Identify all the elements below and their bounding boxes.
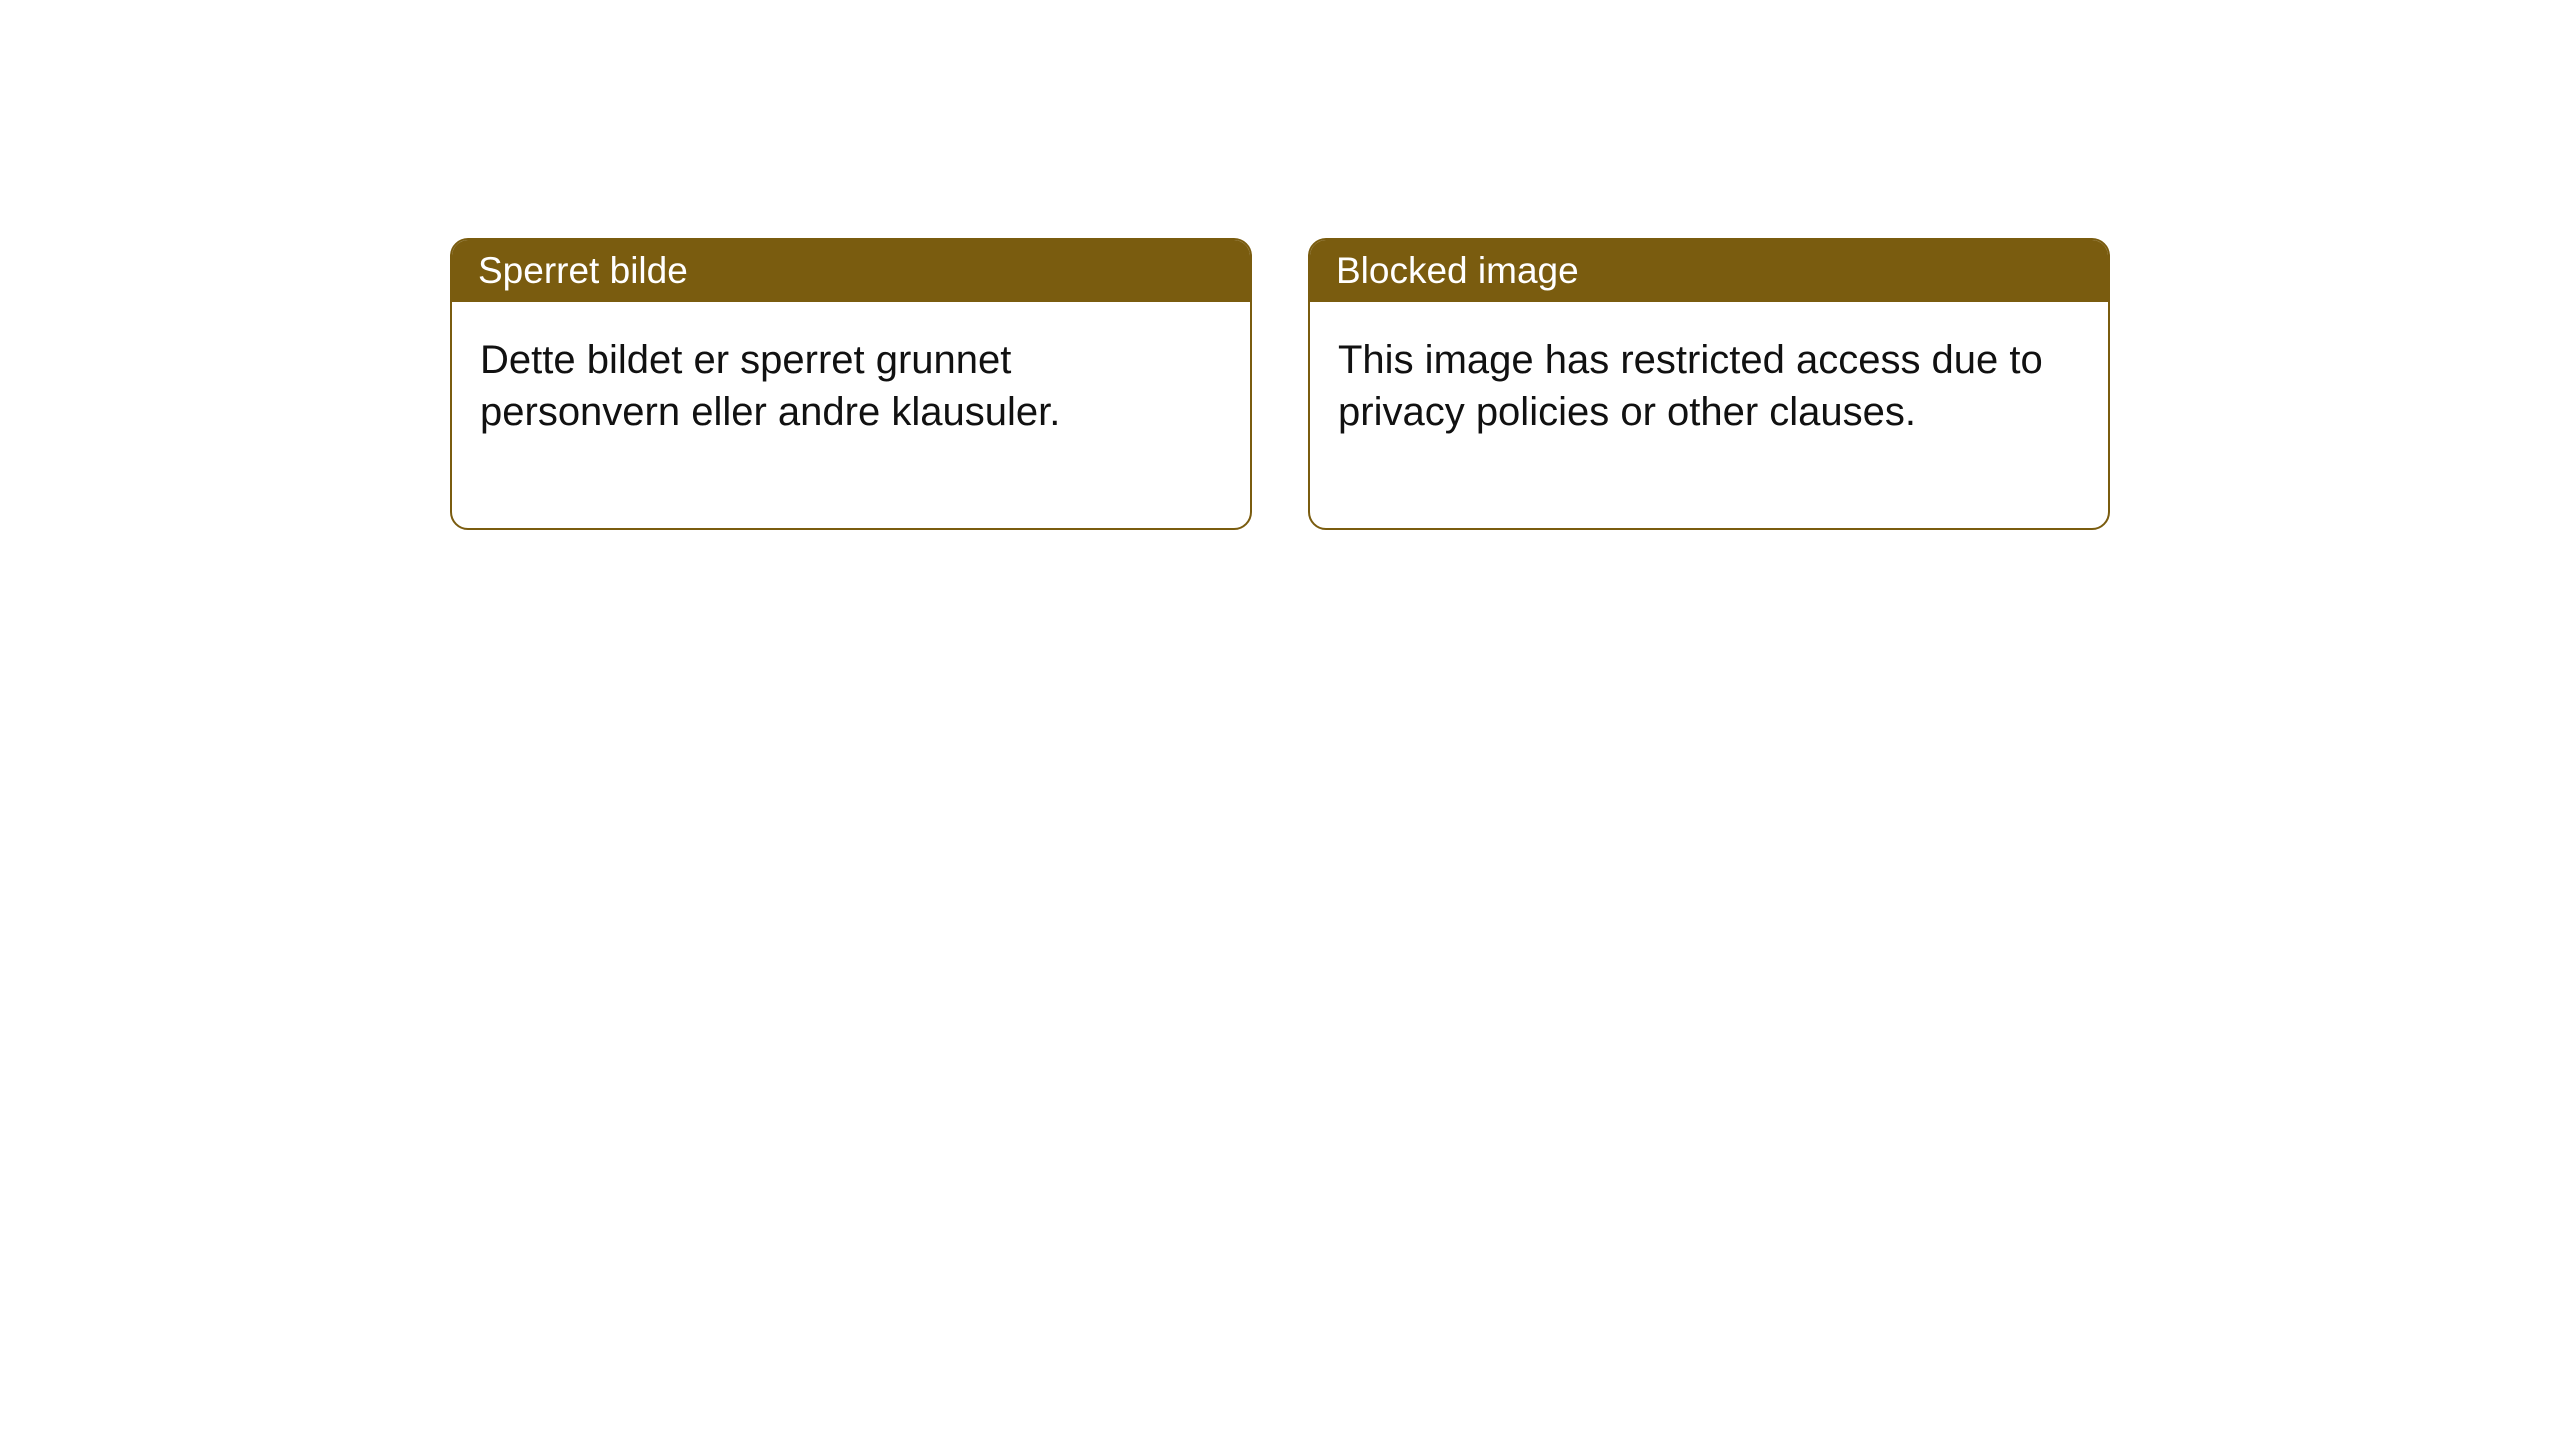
card-text-english: This image has restricted access due to …	[1338, 338, 2043, 434]
card-text-norwegian: Dette bildet er sperret grunnet personve…	[480, 338, 1060, 434]
card-title-norwegian: Sperret bilde	[478, 250, 688, 291]
card-body-english: This image has restricted access due to …	[1310, 302, 2108, 528]
card-header-norwegian: Sperret bilde	[452, 240, 1250, 302]
card-english: Blocked image This image has restricted …	[1308, 238, 2110, 530]
card-title-english: Blocked image	[1336, 250, 1579, 291]
card-header-english: Blocked image	[1310, 240, 2108, 302]
cards-container: Sperret bilde Dette bildet er sperret gr…	[0, 0, 2560, 530]
card-body-norwegian: Dette bildet er sperret grunnet personve…	[452, 302, 1250, 528]
card-norwegian: Sperret bilde Dette bildet er sperret gr…	[450, 238, 1252, 530]
